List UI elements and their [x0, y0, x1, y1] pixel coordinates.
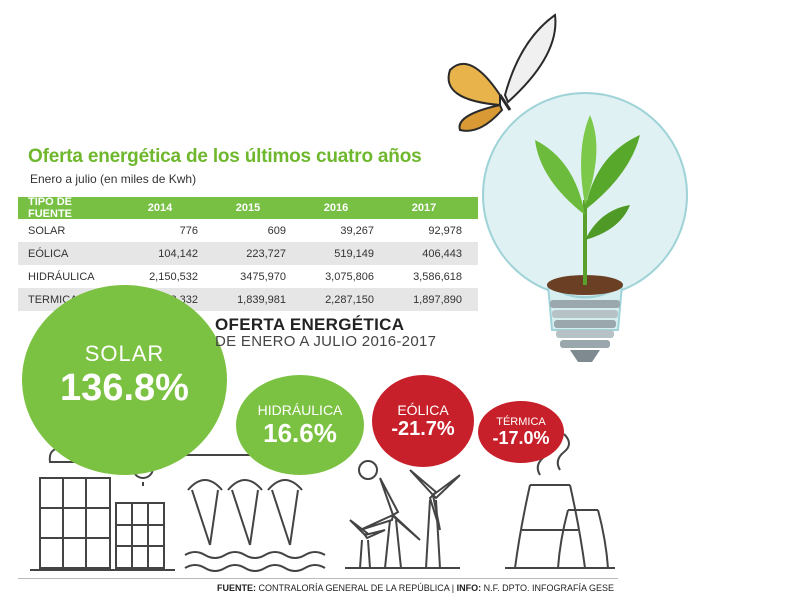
bubble-eolica: EÓLICA -21.7% — [372, 375, 474, 467]
table-cell: 223,727 — [246, 247, 286, 260]
table-row: SOLAR 776 609 39,267 92,978 — [18, 219, 478, 242]
bubble-label: TÉRMICA — [496, 415, 546, 428]
bubble-hidraulica: HIDRÁULICA 16.6% — [236, 375, 364, 475]
table-cell: 3475,970 — [240, 270, 286, 283]
bubble-label: SOLAR — [84, 340, 165, 366]
butterfly-icon — [447, 13, 557, 132]
footer-divider — [18, 578, 618, 579]
bubble-value: -21.7% — [391, 417, 455, 440]
table-row: HIDRÁULICA 2,150,532 3475,970 3,075,806 … — [18, 265, 478, 288]
header-cell: TIPO DE FUENTE — [28, 196, 73, 220]
wind-turbine-icon — [345, 460, 461, 569]
info-text: N.F. DPTO. INFOGRAFÍA GESE — [483, 583, 614, 593]
table-cell: 3,075,806 — [325, 270, 374, 283]
table-row: EÓLICA 104,142 223,727 519,149 406,443 — [18, 242, 478, 265]
bubble-value: -17.0% — [492, 427, 550, 448]
table-cell: SOLAR — [28, 224, 66, 237]
section-title: OFERTA ENERGÉTICA — [215, 315, 405, 334]
table-cell: 519,149 — [334, 247, 374, 260]
bubble-label: HIDRÁULICA — [257, 401, 343, 418]
header-cell: 2016 — [323, 202, 349, 214]
table-cell: 609 — [267, 224, 286, 237]
table-cell: 2,287,150 — [325, 293, 374, 306]
table-cell: EÓLICA — [28, 247, 69, 260]
bubble-value: 16.6% — [263, 417, 337, 448]
info-label: INFO: — [456, 583, 482, 593]
table-cell: 39,267 — [340, 224, 374, 237]
fuente-text: CONTRALORÍA GENERAL DE LA REPÚBLICA — [258, 583, 450, 593]
table-cell: 406,443 — [422, 247, 462, 260]
table-cell: 1,839,981 — [237, 293, 286, 306]
sprout-icon — [535, 115, 640, 295]
footer-separator: | — [451, 583, 457, 593]
header-cell: 2017 — [411, 202, 437, 214]
table-header: TIPO DE FUENTE 2014 2015 2016 2017 — [18, 196, 478, 220]
bubble-termica: TÉRMICA -17.0% — [478, 401, 564, 463]
dam-icon — [184, 454, 326, 572]
table-cell: 2,150,532 — [149, 270, 198, 283]
table-cell: 104,142 — [158, 247, 198, 260]
table-cell: 3,586,618 — [413, 270, 462, 283]
page-title: Oferta energética de los últimos cuatro … — [28, 146, 422, 167]
bubble-value: 136.8% — [60, 366, 189, 409]
bubble-label: EÓLICA — [397, 401, 449, 418]
fuente-label: FUENTE: — [217, 583, 257, 593]
footer-credits: FUENTE: CONTRALORÍA GENERAL DE LA REPÚBL… — [0, 583, 800, 593]
page-subtitle: Enero a julio (en miles de Kwh) — [30, 172, 197, 186]
table-cell: 1,897,890 — [413, 293, 462, 306]
table-cell: 92,978 — [428, 224, 462, 237]
header-cell: 2014 — [147, 202, 173, 214]
bubble-solar: SOLAR 136.8% — [22, 285, 227, 475]
solar-panel-icon — [30, 477, 175, 571]
table-cell: HIDRÁULICA — [28, 270, 95, 283]
table-cell: 776 — [179, 224, 198, 237]
section-subtitle: DE ENERO A JULIO 2016-2017 — [215, 333, 437, 350]
header-cell: 2015 — [235, 202, 261, 214]
